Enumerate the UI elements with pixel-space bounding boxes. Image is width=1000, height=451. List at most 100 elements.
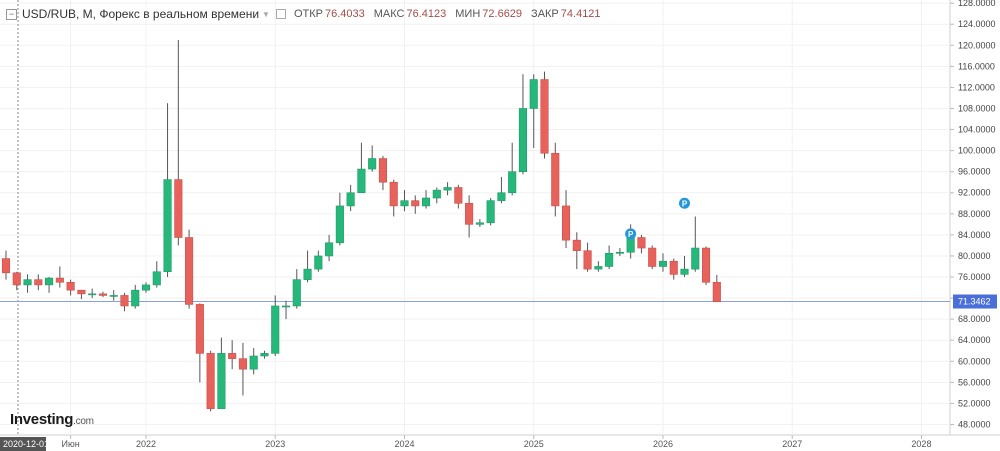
candle[interactable] (88, 288, 97, 299)
candle[interactable] (77, 289, 86, 300)
candle[interactable] (368, 145, 377, 172)
candle[interactable] (152, 261, 161, 288)
collapse-icon[interactable]: − (6, 8, 17, 20)
candle[interactable] (141, 282, 151, 293)
y-tick-label: 104.0000 (958, 125, 996, 135)
candle-body (55, 277, 64, 283)
instrument-title[interactable]: USD/RUB, М, Форекс в реальном времени (22, 7, 260, 21)
logo-suffix: .com (73, 416, 94, 427)
candle[interactable] (1, 250, 11, 280)
event-marker[interactable]: P (679, 197, 691, 209)
candle-body (669, 260, 678, 275)
candle[interactable] (271, 295, 280, 357)
crosshair-date-tag: 2020-12-01 (0, 437, 49, 451)
candle[interactable] (12, 271, 21, 291)
y-tick-label: 100.0000 (958, 146, 996, 156)
candle[interactable] (55, 266, 64, 288)
candle[interactable] (314, 250, 323, 272)
y-tick-label: 48.0000 (958, 419, 991, 429)
candle[interactable] (325, 234, 334, 262)
candle[interactable] (605, 245, 614, 270)
candle[interactable] (432, 187, 441, 204)
candle[interactable] (701, 246, 711, 285)
candle[interactable] (378, 155, 388, 191)
candle-body (66, 281, 75, 291)
x-tick-label: 2027 (782, 439, 802, 449)
candle[interactable] (23, 274, 32, 293)
candle[interactable] (551, 142, 560, 217)
candle[interactable] (66, 279, 75, 296)
candle[interactable] (346, 184, 355, 212)
candle[interactable] (712, 274, 721, 303)
candle-body (518, 108, 528, 172)
candle[interactable] (465, 195, 474, 238)
candle[interactable] (411, 195, 420, 214)
y-axis[interactable]: 48.0000 52.0000 56.0000 60.0000 64.0000 68.00… (950, 0, 996, 429)
candle[interactable] (691, 216, 700, 272)
candle[interactable] (174, 40, 183, 246)
candle[interactable] (185, 229, 194, 309)
candle[interactable] (292, 269, 301, 309)
candle[interactable] (260, 350, 269, 359)
candle-body (281, 305, 291, 308)
candle[interactable] (454, 184, 463, 209)
candle-body (206, 353, 215, 409)
candle-body (497, 192, 506, 201)
candle[interactable] (475, 219, 484, 227)
candle[interactable] (540, 71, 549, 159)
candle[interactable] (195, 303, 204, 383)
candle[interactable] (131, 284, 140, 309)
candle[interactable] (561, 190, 571, 249)
candle-body (131, 289, 140, 307)
candle[interactable] (217, 337, 226, 409)
candle-body (357, 168, 366, 194)
candle-body (475, 222, 484, 225)
candle[interactable] (281, 300, 291, 320)
candle[interactable] (120, 292, 129, 312)
y-tick-label: 124.0000 (958, 19, 996, 29)
candle[interactable] (303, 250, 312, 283)
candle[interactable] (98, 291, 107, 298)
candle[interactable] (389, 179, 398, 217)
candle[interactable] (518, 74, 528, 175)
candle[interactable] (680, 255, 689, 278)
event-marker[interactable]: P (625, 228, 637, 240)
candle[interactable] (357, 142, 366, 194)
candle[interactable] (34, 274, 43, 291)
candle-body (443, 187, 452, 191)
candle[interactable] (637, 234, 646, 254)
candle[interactable] (486, 198, 495, 226)
candle[interactable] (583, 242, 592, 272)
candle[interactable] (249, 348, 258, 375)
candle-body (540, 79, 549, 154)
candle[interactable] (206, 350, 215, 412)
candle[interactable] (669, 258, 678, 280)
candle[interactable] (163, 103, 172, 278)
candle[interactable] (400, 190, 409, 212)
candle[interactable] (238, 342, 247, 396)
y-tick-label: 76.0000 (958, 272, 991, 282)
candle-body (400, 200, 409, 207)
candle[interactable] (335, 192, 344, 246)
candle[interactable] (421, 190, 431, 209)
candle[interactable] (45, 277, 54, 293)
candle[interactable] (658, 253, 668, 272)
chevron-down-icon[interactable]: ▼ (262, 9, 270, 19)
candle[interactable] (648, 245, 657, 270)
candle[interactable] (497, 176, 506, 204)
candle[interactable] (529, 74, 538, 148)
candle[interactable] (443, 182, 452, 196)
candle[interactable] (594, 261, 603, 272)
candle[interactable] (228, 340, 237, 370)
logo-text: Investing (10, 411, 74, 428)
settings-square-icon[interactable] (275, 9, 286, 19)
candle[interactable] (572, 232, 581, 270)
candle[interactable] (109, 290, 118, 301)
low-label: МИН (455, 8, 481, 20)
x-axis[interactable]: Июн 2022 2023 2024 2025 2026 2027 2028 (62, 435, 932, 449)
candle-body (691, 247, 700, 270)
candle[interactable] (508, 142, 517, 196)
y-tick-label: 112.0000 (958, 82, 995, 92)
candle[interactable] (615, 248, 624, 256)
